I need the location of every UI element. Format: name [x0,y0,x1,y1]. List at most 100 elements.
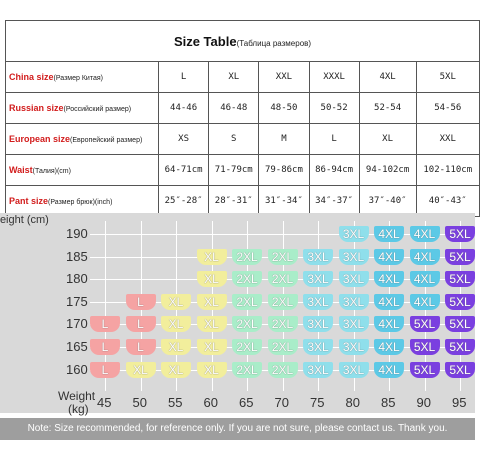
table-cell: 37″-40″ [358,185,417,217]
size-cell: XL [161,339,191,355]
row-note: (Российский размер) [63,106,132,113]
table-cell: M [258,123,310,155]
row-label-cell: European size(Европейский размер) [5,123,159,155]
size-cell: 4XL [409,248,440,265]
size-cell: 2XL [267,248,298,265]
size-cell: 2XL [232,293,262,310]
size-cell: 4XL [409,226,440,242]
y-axis-label: Height (cm) [0,214,49,226]
x-tick-label: 50 [132,395,147,410]
size-cell: 2XL [267,271,298,288]
size-cell: 4XL [374,226,404,242]
x-tick-label: 95 [452,395,467,410]
table-cell: 31″-34″ [258,185,310,217]
x-axis-unit: (kg) [68,402,89,416]
table-row: Pant size(Размер брюк)(inch) 25″-28″ 28″-3… [5,185,480,217]
row-label: Waist [9,165,33,175]
x-axis-label: Weight [58,389,96,403]
table-cell: S [208,123,260,155]
table-cell: 34″-37″ [308,185,360,217]
table-cell: XS [157,123,210,155]
row-label-cell: Pant size(Размер брюк)(inch) [5,185,159,217]
table-cell: 94-102cm [358,154,417,186]
table-title: Size Table [173,33,237,49]
row-label: European size [9,134,71,144]
table-cell: 79-86cm [258,154,310,186]
grid-line [105,221,106,391]
size-cell: L [90,316,120,333]
size-cell: 4XL [374,271,404,288]
table-cell: 44-46 [157,92,210,124]
size-cell: 2XL [232,316,262,333]
table-cell: 28″-31″ [208,185,260,217]
table-cell: 5XL [415,61,480,93]
size-cell: 2XL [267,293,298,310]
table-cell: 40″-43″ [415,185,480,217]
y-tick-label: 180 [66,271,88,287]
size-cell: 5XL [445,293,475,310]
size-cell: 4XL [374,361,404,378]
table-cell: 52-54 [358,92,417,124]
size-cell: XL [196,293,227,310]
size-cell: 5XL [445,271,475,288]
y-tick-label: 165 [66,339,88,354]
size-cell: 4XL [409,293,440,310]
table-row: Russian size(Российский размер) 44-46 46-4… [5,92,480,124]
row-note: (Размер Китая) [53,75,103,82]
table-cell: 4XL [358,61,417,93]
size-cell: 3XL [338,361,369,378]
size-cell: XL [196,316,227,333]
size-cell: 5XL [445,339,475,355]
size-cell: 5XL [409,339,440,355]
table-cell: 50-52 [308,92,360,124]
size-cell: 3XL [303,339,333,355]
size-cell: L [90,361,120,378]
table-cell: XL [208,61,260,93]
size-chart: 190 185 180 175 170 165 160 45 50 55 60 65 70 75 80 85 9… [0,213,475,416]
y-tick-label: 170 [66,316,88,332]
note: Note: Size recommended, for reference on… [0,418,475,440]
row-note: (Европейский размер) [70,137,143,144]
size-cell: XL [196,271,227,288]
table-cell: 25″-28″ [157,185,210,217]
size-cell: 3XL [303,361,333,378]
size-cell: L [90,339,120,355]
table-cell: 48-50 [258,92,310,124]
y-tick-label: 160 [66,361,88,377]
size-cell: 3XL [338,248,369,265]
row-note: (Талия)(cm) [32,168,71,175]
table-cell: XXXL [308,61,360,93]
row-label-cell: Russian size(Российский размер) [5,92,159,124]
x-tick-label: 85 [381,395,396,410]
size-cell: 5XL [445,226,475,242]
row-label-cell: China size(Размер Китая) [5,61,159,93]
row-note: (Размер брюк)(inch) [48,199,113,206]
x-tick-label: 65 [239,395,254,410]
size-cell: 2XL [267,361,298,378]
size-cell: XL [125,361,156,378]
table-row: Waist(Талия)(cm) 64-71cm 71-79cm 79-86cm 86-… [5,154,480,186]
size-cell: 3XL [338,339,369,355]
size-cell: 5XL [445,361,475,378]
size-cell: 2XL [267,316,298,333]
table-row: China size(Размер Китая) L XL XXL XXXL 4XL 5XL [5,61,480,93]
size-cell: 2XL [232,339,262,355]
table-cell: XL [358,123,417,155]
table-subtitle: (Таблица размеров) [236,38,312,48]
size-cell: 3XL [303,316,333,333]
size-cell: 4XL [374,293,404,310]
size-cell: 5XL [409,316,440,333]
size-cell: 4XL [374,248,404,265]
size-cell: 4XL [374,316,404,333]
size-cell: 5XL [445,316,475,333]
table-cell: 71-79cm [208,154,260,186]
x-tick-label: 55 [168,395,183,410]
size-cell: XL [161,361,191,378]
size-cell: 3XL [338,271,369,288]
table-row: European size(Европейский размер) XS S M L XL… [5,123,480,155]
table-cell: L [308,123,360,155]
size-cell: 3XL [338,316,369,333]
size-cell: XL [196,361,227,378]
size-cell: L [125,339,156,355]
